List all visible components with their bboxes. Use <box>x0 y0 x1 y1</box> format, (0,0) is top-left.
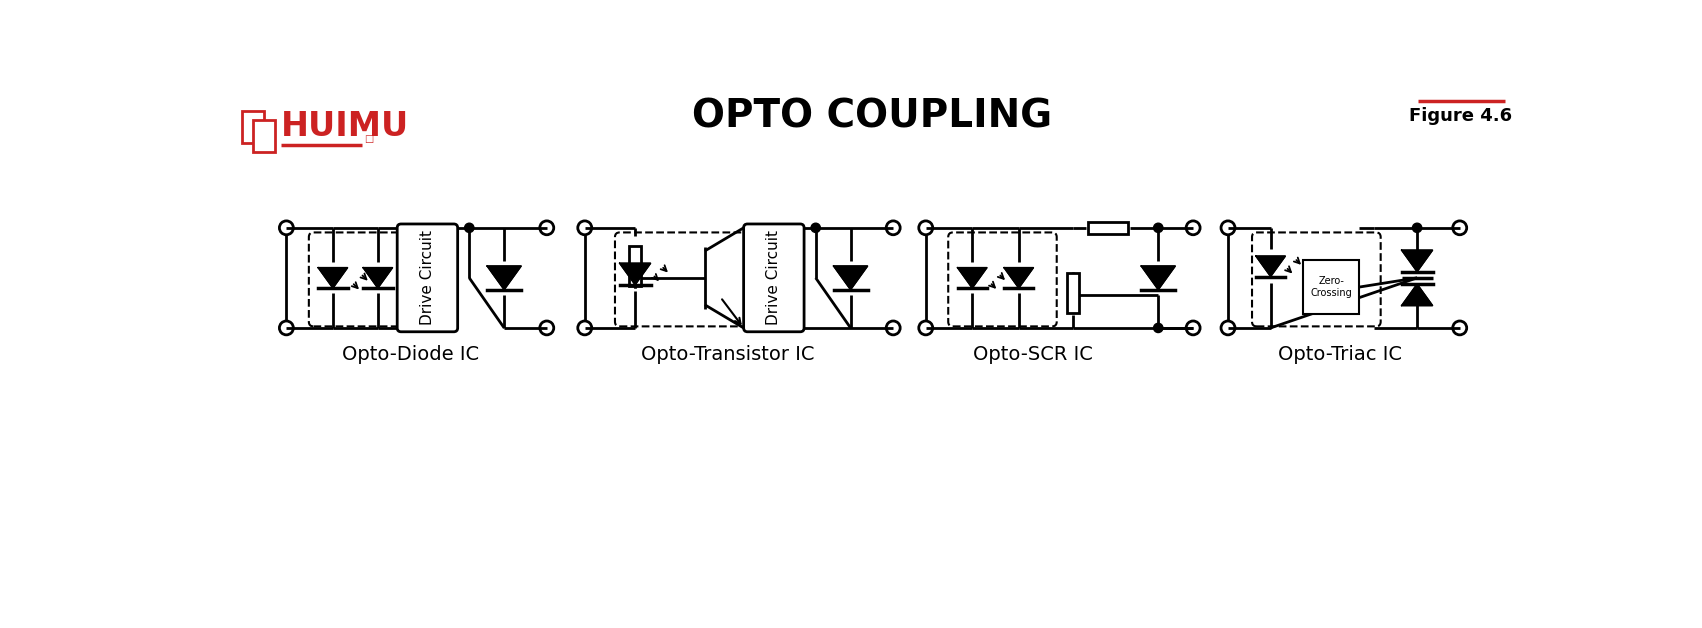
Polygon shape <box>620 263 650 285</box>
Circle shape <box>465 223 473 232</box>
Circle shape <box>1154 223 1162 232</box>
Bar <box>1088 222 1128 234</box>
Polygon shape <box>487 266 521 290</box>
Bar <box>1304 260 1358 314</box>
Text: Zero-
Crossing: Zero- Crossing <box>1311 276 1351 298</box>
FancyBboxPatch shape <box>397 224 458 332</box>
Polygon shape <box>1004 268 1033 288</box>
Polygon shape <box>363 268 393 288</box>
Text: OPTO COUPLING: OPTO COUPLING <box>693 97 1052 135</box>
Text: Opto-Triac IC: Opto-Triac IC <box>1278 345 1402 364</box>
Polygon shape <box>1256 256 1285 276</box>
FancyBboxPatch shape <box>744 224 803 332</box>
Text: Opto-Transistor IC: Opto-Transistor IC <box>642 345 815 364</box>
Polygon shape <box>318 268 347 288</box>
Polygon shape <box>834 266 868 290</box>
Text: Drive Circuit: Drive Circuit <box>420 230 436 325</box>
Bar <box>1067 273 1079 313</box>
Bar <box>242 111 264 143</box>
Text: Opto-Diode IC: Opto-Diode IC <box>342 345 478 364</box>
Text: Drive Circuit: Drive Circuit <box>766 230 781 325</box>
Text: Figure 4.6: Figure 4.6 <box>1409 107 1511 125</box>
Bar <box>630 246 642 286</box>
Bar <box>254 120 274 153</box>
Circle shape <box>1413 223 1421 232</box>
Text: Opto-SCR IC: Opto-SCR IC <box>974 345 1093 364</box>
Polygon shape <box>1402 250 1433 272</box>
Polygon shape <box>1402 284 1433 306</box>
Text: HUIMU: HUIMU <box>281 110 408 143</box>
Text: □: □ <box>364 134 373 144</box>
Circle shape <box>1154 323 1162 333</box>
Polygon shape <box>958 268 987 288</box>
Polygon shape <box>1142 266 1176 290</box>
Circle shape <box>812 223 820 232</box>
